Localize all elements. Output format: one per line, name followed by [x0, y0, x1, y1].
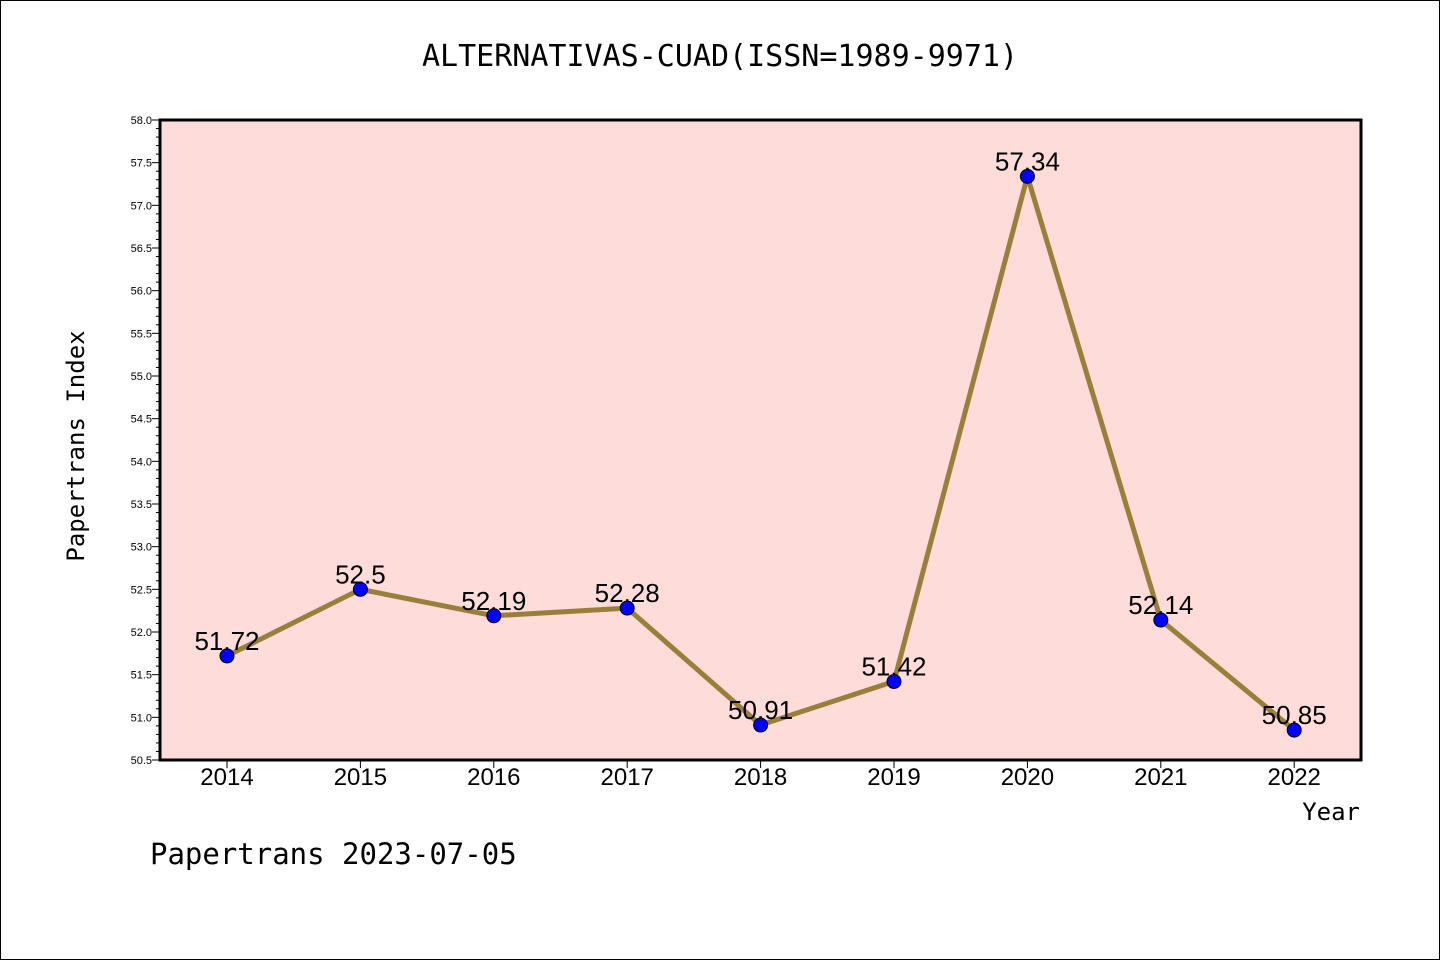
data-point — [619, 600, 635, 616]
y-tick-label: 50.5 — [131, 755, 152, 767]
data-label: 52.5 — [335, 559, 386, 589]
footer-text: Papertrans 2023-07-05 — [150, 837, 517, 871]
data-point — [486, 608, 502, 624]
data-point — [1019, 168, 1035, 184]
y-axis-label: Papertrans Index — [62, 330, 90, 561]
y-tick-label: 57.5 — [131, 158, 152, 170]
x-tick-label: 2020 — [1001, 764, 1054, 791]
y-tick-label: 55.5 — [131, 328, 152, 340]
x-tick-label: 2014 — [200, 764, 253, 791]
y-tick-label: 57.0 — [131, 200, 152, 212]
y-axis: 50.5 51.0 51.5 52.0 52.5 53.0 53.5 54.0 54.5 55.0… — [131, 115, 160, 767]
y-tick-label: 52.0 — [131, 627, 152, 639]
y-tick-label: 51.0 — [131, 712, 152, 724]
x-tick-label: 2017 — [601, 764, 654, 791]
data-label: 50.85 — [1262, 700, 1327, 730]
data-point — [1286, 722, 1302, 738]
y-tick-label: 56.5 — [131, 243, 152, 255]
data-label: 52.19 — [461, 586, 526, 616]
y-tick-label: 53.5 — [131, 499, 152, 511]
data-label: 50.91 — [728, 695, 793, 725]
data-point — [886, 673, 902, 689]
data-label: 52.14 — [1128, 590, 1193, 620]
x-tick-label: 2021 — [1134, 764, 1187, 791]
x-axis: 2014 2015 2016 2017 2018 2019 2020 2021 2022 — [200, 760, 1321, 791]
y-tick-label: 52.5 — [131, 584, 152, 596]
x-tick-label: 2022 — [1268, 764, 1321, 791]
data-label: 52.28 — [595, 578, 660, 608]
data-point — [352, 581, 368, 597]
y-tick-label: 51.5 — [131, 670, 152, 682]
data-points — [219, 168, 1302, 738]
y-tick-label: 55.0 — [131, 371, 152, 383]
y-tick-label: 54.5 — [131, 414, 152, 426]
plot-area — [158, 118, 1363, 762]
x-axis-label: Year — [1302, 798, 1360, 826]
data-point — [219, 648, 235, 664]
data-point — [1153, 612, 1169, 628]
chart-title: ALTERNATIVAS-CUAD(ISSN=1989-9971) — [422, 39, 1018, 74]
x-tick-label: 2019 — [867, 764, 920, 791]
x-tick-label: 2018 — [734, 764, 787, 791]
data-point — [753, 717, 769, 733]
data-label: 51.42 — [861, 651, 926, 681]
x-tick-label: 2016 — [467, 764, 520, 791]
data-label: 51.72 — [194, 626, 259, 656]
y-tick-label: 54.0 — [131, 456, 152, 468]
data-label: 57.34 — [995, 146, 1060, 176]
y-tick-label: 58.0 — [131, 115, 152, 127]
y-tick-label: 56.0 — [131, 286, 152, 298]
data-labels: 51.72 52.5 52.19 52.28 50.91 51.42 57.34 52.14 5… — [194, 146, 1326, 730]
x-tick-label: 2015 — [334, 764, 387, 791]
y-tick-label: 53.0 — [131, 542, 152, 554]
